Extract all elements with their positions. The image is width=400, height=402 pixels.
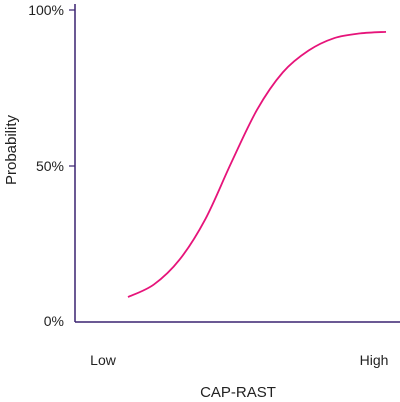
y-axis-label: Probability bbox=[3, 114, 20, 185]
y-tick-label-50: 50% bbox=[36, 158, 64, 174]
probability-curve bbox=[127, 30, 387, 298]
x-axis-label: CAP-RAST bbox=[200, 384, 276, 401]
x-category-high: High bbox=[360, 352, 389, 368]
x-category-low: Low bbox=[90, 352, 117, 368]
y-tick-label-0: 0% bbox=[44, 313, 64, 329]
y-tick-label-100: 100% bbox=[28, 2, 64, 18]
